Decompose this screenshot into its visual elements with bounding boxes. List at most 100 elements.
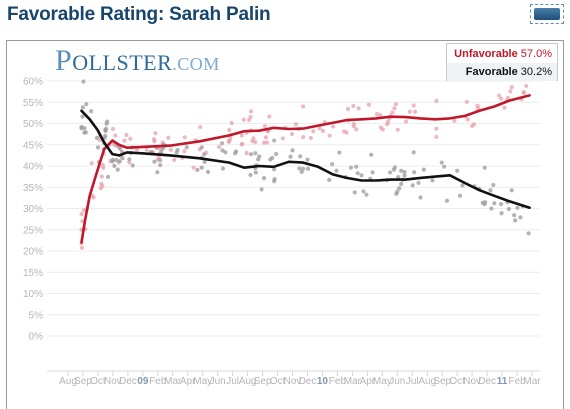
poll-point [345,106,351,112]
poll-point [152,159,157,164]
x-tick-label: Jun [389,376,405,387]
poll-point [354,127,359,132]
poll-point [392,165,397,170]
poll-point [334,168,339,173]
x-tick-label: Aug [59,376,77,387]
y-tick-label: 50% [23,119,43,130]
poll-point [114,157,119,163]
poll-point [259,187,264,192]
poll-point [393,102,398,107]
poll-point [228,136,233,141]
poll-point [174,150,179,155]
poll-point [356,106,361,111]
poll-point [412,170,417,175]
x-tick-label: Nov [463,376,481,387]
poll-point [153,131,158,136]
poll-point [370,170,375,175]
chart-frame [6,40,564,409]
poll-point [355,171,360,176]
poll-point [521,90,526,95]
poll-point [359,173,364,178]
poll-point [105,174,111,179]
poll-point [289,131,295,137]
poll-point [103,133,108,138]
x-tick-label: Oct [449,376,465,387]
chart-points [79,79,531,250]
poll-point [434,98,439,103]
poll-point [452,118,457,123]
poll-point [395,189,400,194]
chart-legend: Unfavorable 57.0% Favorable 30.2% [446,43,558,81]
poll-point [100,183,105,189]
poll-point [219,141,225,146]
poll-point [151,137,157,142]
poll-point [239,133,244,138]
logo-first: P [55,44,73,77]
legend-item-favorable[interactable]: Favorable 30.2% [447,63,557,81]
poll-point [305,157,310,162]
chart-y-axis: 0% 5% 10% 15% 20% 25% 30% 35% 40% 45% 50% 55% 60% [23,77,43,343]
legend-item-unfavorable[interactable]: Unfavorable 57.0% [447,45,557,63]
x-tick-label: Jul [226,376,239,387]
x-tick-label: Sep [254,376,272,387]
poll-point [460,183,465,188]
y-tick-label: 55% [23,98,43,109]
poll-point [199,165,204,170]
poll-point [112,163,117,168]
poll-point [512,213,517,218]
poll-point [526,231,531,236]
poll-point [399,181,404,187]
poll-point [182,135,187,140]
poll-point [101,165,106,170]
poll-point [410,183,415,188]
poll-point [233,149,239,154]
poll-point [455,168,460,173]
poll-point [263,135,269,140]
poll-point [395,127,400,132]
poll-point [253,151,258,156]
expand-button[interactable] [530,4,564,24]
poll-point [120,156,125,161]
poll-point [205,169,211,174]
poll-point [298,154,303,159]
poll-point [366,102,371,107]
poll-point [397,186,402,191]
poll-point [272,138,277,143]
poll-point [117,159,122,164]
poll-point [434,126,439,131]
poll-point [387,170,393,175]
x-tick-label: May [193,376,212,387]
poll-point [110,126,116,132]
pollster-logo: POLLSTER.COM [55,44,220,78]
y-tick-label: 0% [29,332,44,343]
x-tick-label: 09 [137,376,149,387]
poll-point [262,124,268,129]
poll-point [105,119,110,124]
poll-point [122,138,127,143]
poll-point [251,136,256,141]
poll-point [471,122,477,127]
poll-point [79,211,84,217]
poll-point [465,117,470,122]
poll-point [199,145,204,150]
poll-point [217,144,222,149]
poll-point [411,103,416,108]
page-title: Favorable Rating: Sarah Palin [7,4,271,25]
poll-point [168,147,173,153]
poll-point [396,175,401,180]
poll-point [104,126,109,131]
poll-point [308,135,313,141]
trend-line-favorable [80,109,531,209]
x-tick-label: Mar [523,376,541,387]
legend-value: 57.0% [520,48,552,60]
poll-point [515,205,520,210]
poll-point [82,125,87,131]
poll-point [191,165,196,170]
legend-value: 30.2% [520,66,552,78]
poll-point [444,198,450,203]
poll-point [374,112,380,117]
poll-point [280,136,285,141]
poll-point [509,85,514,90]
poll-point [124,132,129,138]
